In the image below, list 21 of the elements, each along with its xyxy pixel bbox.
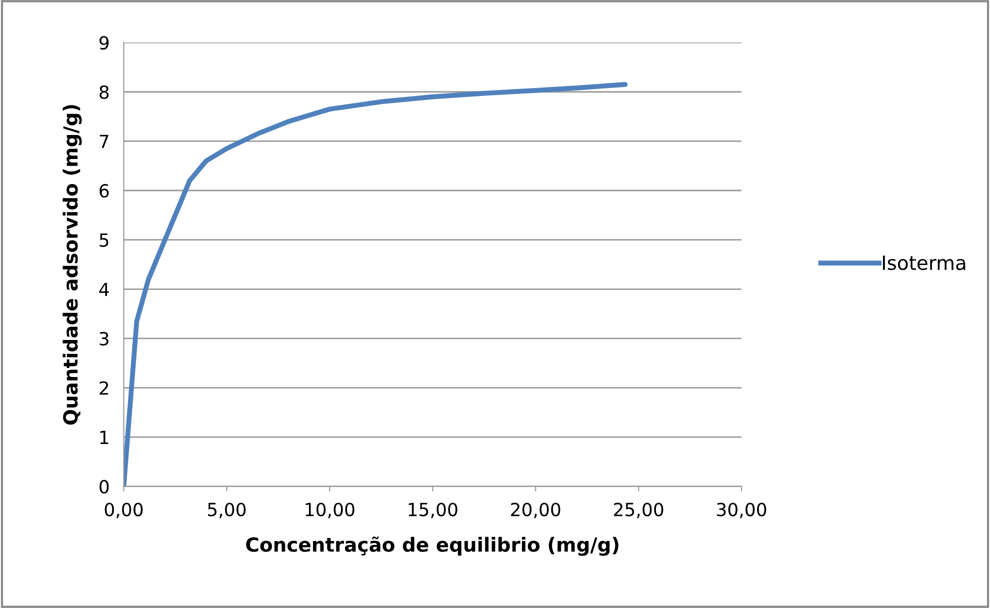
y-tick-label: 8 (100, 85, 109, 99)
y-tick-label: 9 (100, 36, 109, 50)
y-tick-label: 1 (100, 430, 108, 444)
y-tick-label: 2 (100, 381, 108, 395)
legend-label: Isoterma (882, 256, 966, 270)
y-tick-label: 6 (100, 184, 109, 198)
x-axis-title: Concentração de equilibrio (mg/g) (246, 536, 618, 556)
x-tick-label: 0,00 (104, 502, 143, 518)
y-tick-label: 3 (100, 332, 108, 346)
y-tick-label: 5 (100, 234, 108, 247)
y-axis-title: Quantidade adsorvido (mg/g) (62, 105, 82, 425)
x-tick-label: 5,00 (208, 502, 246, 518)
x-tick-label: 15,00 (408, 502, 458, 518)
y-tick-label: 7 (100, 134, 108, 148)
y-tick-label: 4 (99, 282, 109, 296)
line-series (124, 82, 628, 486)
x-tick-label: 20,00 (511, 502, 560, 518)
x-tick-label: 10,00 (306, 502, 354, 518)
y-tick-label: 0 (100, 480, 109, 494)
x-tick-label: 30,00 (717, 502, 766, 518)
x-tick-label: 25,00 (614, 502, 664, 518)
